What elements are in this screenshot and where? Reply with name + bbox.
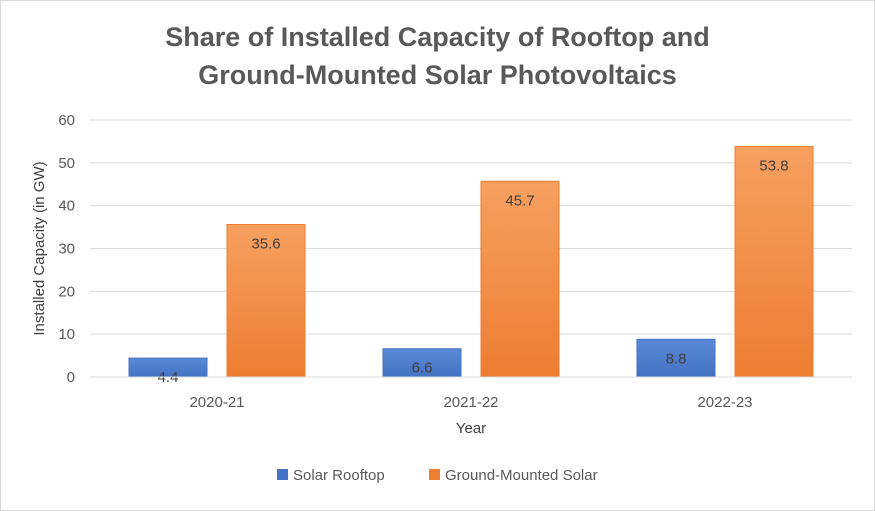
legend-swatch (429, 469, 440, 480)
x-tick-label: 2020-21 (189, 394, 244, 411)
data-label: 53.8 (759, 158, 788, 175)
data-label: 35.6 (251, 236, 280, 253)
bar-solar-rooftop-2021-22 (382, 348, 462, 378)
x-tick-label: 2022-23 (697, 394, 752, 411)
x-tick-label: 2021-22 (443, 394, 498, 411)
legend-label: Solar Rooftop (293, 467, 385, 484)
y-tick-label: 10 (58, 326, 75, 343)
chart-title-line-2: Ground-Mounted Solar Photovoltaics (198, 60, 677, 90)
chart-title: Share of Installed Capacity of Rooftop a… (0, 18, 875, 94)
legend-label: Ground-Mounted Solar (445, 467, 598, 484)
legend-item: Ground-Mounted Solar (429, 467, 598, 484)
bar-ground-mounted-solar-2022-23 (734, 146, 814, 378)
y-tick-label: 60 (58, 112, 75, 129)
x-axis-title: Year (456, 420, 486, 437)
bar-solar-rooftop-2022-23 (636, 338, 716, 378)
bar-ground-mounted-solar-2021-22 (480, 180, 560, 378)
y-axis-title: Installed Capacity (in GW) (31, 161, 48, 335)
data-label: 4.4 (158, 369, 179, 386)
y-tick-label: 30 (58, 241, 75, 258)
y-tick-label: 20 (58, 283, 75, 300)
data-label: 6.6 (412, 360, 433, 377)
bar-ground-mounted-solar-2020-21 (226, 224, 306, 378)
chart-title-line-1: Share of Installed Capacity of Rooftop a… (165, 22, 710, 52)
data-label: 8.8 (666, 350, 687, 367)
y-tick-label: 40 (58, 198, 75, 215)
legend-item: Solar Rooftop (277, 467, 385, 484)
data-label: 45.7 (505, 192, 534, 209)
y-tick-label: 0 (67, 369, 75, 386)
legend-swatch (277, 469, 288, 480)
y-tick-label: 50 (58, 155, 75, 172)
